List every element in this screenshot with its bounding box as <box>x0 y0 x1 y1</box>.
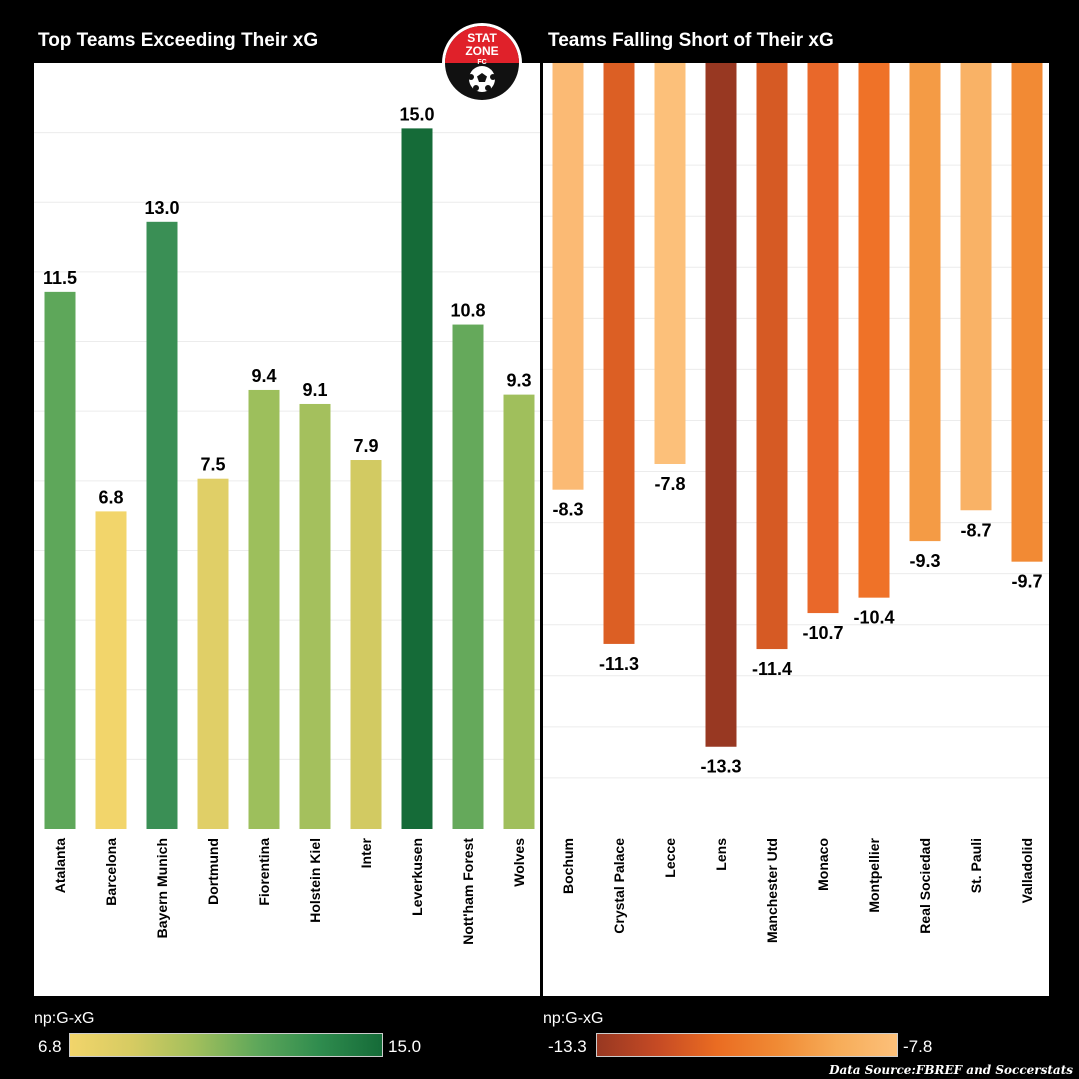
data-source-note: Data Source:FBREF and Soccerstats <box>829 1063 1073 1077</box>
left-category-label: Holstein Kiel <box>307 838 323 923</box>
left-bar-value-label: 6.8 <box>98 487 123 507</box>
left-bar <box>452 324 484 829</box>
left-category-label: Atalanta <box>52 838 68 893</box>
left-colorbar <box>69 1033 383 1057</box>
right-bar-value-label: -9.3 <box>909 551 940 571</box>
left-bar-value-label: 11.5 <box>43 268 77 288</box>
right-category-label: Manchester Utd <box>764 838 780 943</box>
left-bar-value-label: 9.4 <box>251 366 276 386</box>
right-colorbar-min: -13.3 <box>548 1037 587 1056</box>
right-bar <box>909 63 941 542</box>
left-bar <box>95 511 127 829</box>
left-bar-value-label: 15.0 <box>399 104 434 124</box>
left-bar-value-label: 9.1 <box>302 380 327 400</box>
left-bar <box>299 403 331 829</box>
left-bar-value-label: 9.3 <box>506 371 531 391</box>
right-category-label: Bochum <box>560 838 576 894</box>
right-bar-value-label: -8.3 <box>552 500 583 520</box>
right-colorbar-max: -7.8 <box>903 1037 933 1056</box>
right-category-label: Lens <box>713 838 729 871</box>
left-bar-value-label: 13.0 <box>144 198 179 218</box>
left-bar <box>197 478 229 829</box>
right-bar-value-label: -10.7 <box>802 623 843 643</box>
left-category-label: Leverkusen <box>409 838 425 916</box>
right-bar <box>960 63 992 511</box>
right-category-label: Monaco <box>815 838 831 891</box>
left-bar <box>503 394 535 829</box>
statzone-logo: STAT ZONE FC <box>442 23 522 103</box>
right-bar-value-label: -10.4 <box>853 608 894 628</box>
left-chart-title: Top Teams Exceeding Their xG <box>38 30 319 51</box>
left-bar <box>146 221 178 829</box>
left-colorbar-min: 6.8 <box>38 1037 62 1056</box>
left-bar-value-label: 7.5 <box>200 455 225 475</box>
right-bar-value-label: -13.3 <box>700 757 741 777</box>
left-category-label: Nott'ham Forest <box>460 838 476 945</box>
left-colorbar-label: np:G-xG <box>34 1010 95 1027</box>
left-bar-value-label: 7.9 <box>353 436 378 456</box>
right-category-label: Real Sociedad <box>917 838 933 934</box>
left-category-label: Dortmund <box>205 838 221 905</box>
right-category-label: St. Pauli <box>968 838 984 893</box>
right-category-label: Lecce <box>662 838 678 878</box>
right-colorbar <box>596 1033 898 1057</box>
left-bar <box>44 291 76 829</box>
left-bar <box>350 460 382 829</box>
right-bar <box>552 63 584 490</box>
logo-text-line1: STAT <box>467 31 497 45</box>
left-category-label: Bayern Munich <box>154 838 170 938</box>
right-colorbar-label: np:G-xG <box>543 1010 604 1027</box>
left-category-label: Wolves <box>511 838 527 887</box>
soccer-ball-icon <box>468 66 496 92</box>
right-chart-title: Teams Falling Short of Their xG <box>548 30 834 51</box>
left-bar <box>248 389 280 829</box>
left-colorbar-max: 15.0 <box>388 1037 422 1056</box>
right-category-label: Montpellier <box>866 837 882 912</box>
right-bar <box>858 63 890 598</box>
right-bar <box>756 63 788 650</box>
left-category-label: Barcelona <box>103 838 119 906</box>
right-bar <box>1011 63 1043 562</box>
right-bar <box>807 63 839 614</box>
left-category-label: Inter <box>358 837 374 868</box>
right-bar <box>603 63 635 644</box>
right-bar-value-label: -11.3 <box>599 654 639 674</box>
left-category-label: Fiorentina <box>256 838 272 906</box>
right-bar <box>705 63 737 747</box>
right-category-label: Valladolid <box>1019 838 1035 903</box>
logo-text-line2: ZONE <box>465 44 498 58</box>
left-bar <box>401 128 433 829</box>
left-bar-value-label: 10.8 <box>450 301 485 321</box>
right-bar-value-label: -8.7 <box>960 520 991 540</box>
right-bar-value-label: -11.4 <box>752 659 792 679</box>
right-bar-value-label: -9.7 <box>1011 572 1042 592</box>
logo-text-line3: FC <box>477 59 486 66</box>
right-bar-value-label: -7.8 <box>654 474 685 494</box>
right-bar <box>654 63 686 464</box>
right-category-label: Crystal Palace <box>611 838 627 934</box>
